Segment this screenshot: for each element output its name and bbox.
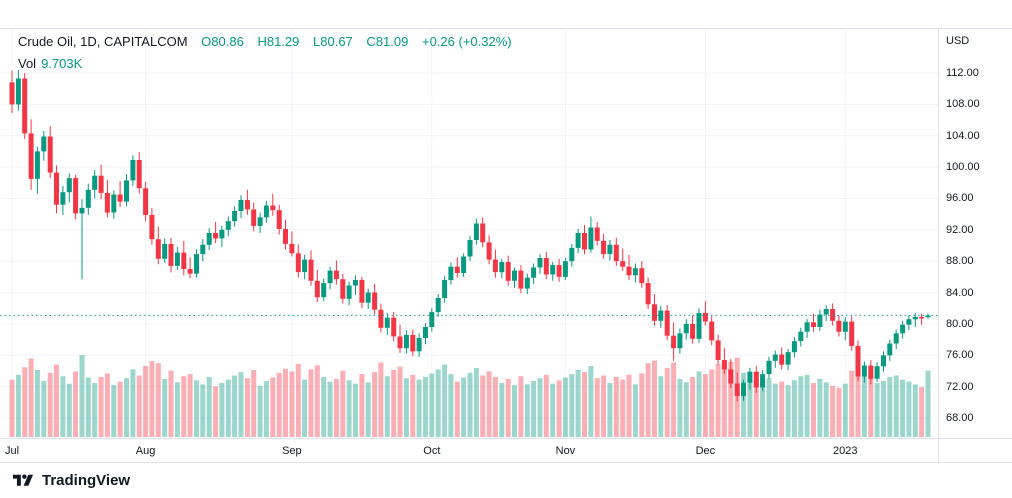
price-axis[interactable]: USD 112.00 108.00 104.00 100.00 96.00 92.00 88…: [938, 28, 1012, 462]
price-chart[interactable]: Crude Oil, 1D, CAPITALCOM O80.86 H81.29 …: [0, 0, 938, 438]
ohlc-open: O80.86: [201, 34, 244, 49]
ohlc-low: L80.67: [313, 34, 353, 49]
price-tick-label: 72.00: [946, 380, 974, 393]
time-tick-label: Dec: [695, 445, 716, 457]
time-tick-label: Sep: [282, 445, 302, 457]
price-tick-label: 80.00: [946, 317, 974, 330]
price-tick-label: 108.00: [946, 98, 980, 111]
volume-legend: Vol 9.703K: [18, 56, 82, 71]
time-tick-label: Oct: [423, 445, 441, 457]
time-tick-label: Aug: [135, 445, 156, 457]
candlestick-canvas[interactable]: [0, 0, 938, 438]
price-tick-label: 88.00: [946, 255, 974, 268]
chart-top-border: [0, 28, 1012, 29]
ohlc-high: H81.29: [257, 34, 300, 49]
currency-label: USD: [946, 35, 970, 47]
price-tick-label: 68.00: [946, 411, 974, 424]
time-axis[interactable]: Jul Aug Sep Oct Nov Dec 2023: [0, 438, 1012, 463]
chart-legend: Crude Oil, 1D, CAPITALCOM O80.86 H81.29 …: [18, 34, 522, 49]
tradingview-logo-icon: [13, 472, 35, 490]
time-tick-label: Jul: [4, 445, 20, 457]
price-tick-label: 96.00: [946, 192, 974, 205]
price-tick-label: 84.00: [946, 286, 974, 299]
tradingview-brand-text: TradingView: [42, 472, 131, 489]
price-tick-label: 112.00: [946, 67, 979, 79]
symbol-title[interactable]: Crude Oil, 1D, CAPITALCOM: [18, 34, 188, 49]
time-tick-label: Nov: [555, 445, 576, 457]
price-tick-label: 76.00: [946, 349, 974, 362]
time-tick-label: 2023: [833, 445, 858, 457]
footer-bar: TradingView: [0, 462, 1012, 498]
price-tick-label: 104.00: [946, 129, 980, 142]
volume-value: 9.703K: [41, 56, 83, 71]
change-value: +0.26 (+0.32%): [421, 34, 512, 49]
ohlc-close: C81.09: [366, 34, 409, 49]
price-tick-label: 92.00: [946, 223, 974, 236]
price-tick-label: 100.00: [946, 161, 980, 174]
volume-label: Vol: [18, 56, 37, 71]
tradingview-logo[interactable]: TradingView: [13, 472, 130, 490]
